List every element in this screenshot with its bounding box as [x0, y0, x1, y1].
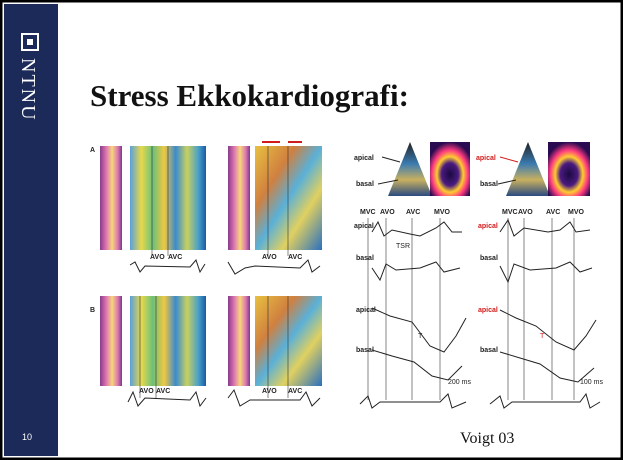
citation: Voigt 03 [460, 430, 514, 447]
segment-label: basal [356, 347, 374, 354]
segment-label: basal [480, 347, 498, 354]
segment-label: apical [476, 155, 496, 162]
annotation: TSR [396, 243, 410, 250]
event-label: MVC [360, 209, 376, 216]
event-label: AVO [262, 388, 277, 395]
scale-bar: 100 ms [580, 379, 603, 386]
segment-label: basal [356, 181, 374, 188]
event-label: AVC [168, 254, 182, 261]
panel-label: B [90, 307, 95, 314]
segment-label: apical [354, 223, 374, 230]
event-label: AVO [139, 388, 154, 395]
event-label: AVO [518, 209, 533, 216]
slide-title: Stress Ekkokardiografi: [90, 78, 409, 113]
annotation: T [540, 333, 545, 340]
logo-mark [27, 39, 33, 45]
event-label: MVO [568, 209, 585, 216]
event-label: AVC [288, 388, 302, 395]
event-label: AVC [288, 254, 302, 261]
event-label: MVO [434, 209, 451, 216]
page-number: 10 [22, 432, 32, 442]
panel-label: A [90, 147, 95, 154]
event-label: AVC [546, 209, 560, 216]
event-label: AVO [380, 209, 395, 216]
segment-label: basal [480, 255, 498, 262]
event-label: MVC [502, 209, 518, 216]
slide: NTNU 10 Stress Ekkokardiografi: A AVO AV… [0, 0, 623, 460]
segment-label: apical [478, 307, 498, 314]
scale-bar: 200 ms [448, 379, 471, 386]
annotation: T [418, 333, 423, 340]
segment-label: basal [480, 181, 498, 188]
segment-label: apical [354, 155, 374, 162]
event-label: AVO [262, 254, 277, 261]
segment-label: basal [356, 255, 374, 262]
event-label: AVC [406, 209, 420, 216]
event-label: AVC [156, 388, 170, 395]
event-label: AVO [150, 254, 165, 261]
segment-label: apical [478, 223, 498, 230]
logo-text: NTNU [17, 58, 39, 122]
